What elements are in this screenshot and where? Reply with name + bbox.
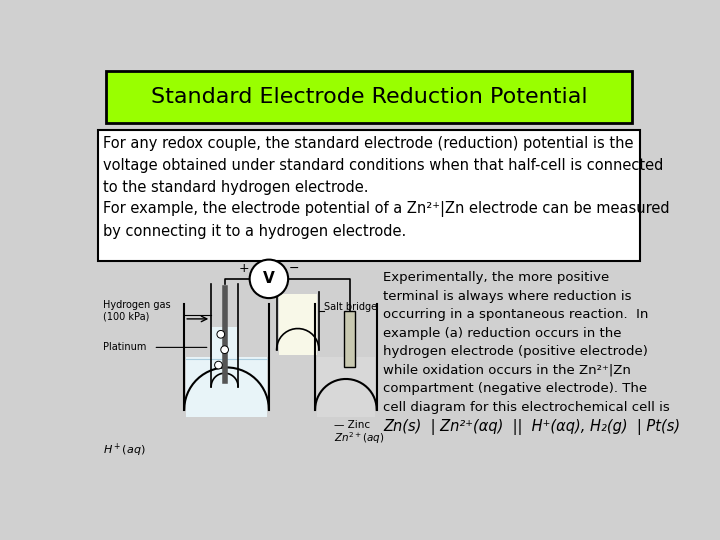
Text: $H^+(aq)$: $H^+(aq)$ xyxy=(104,442,146,460)
Circle shape xyxy=(217,330,225,338)
Text: V: V xyxy=(263,272,275,286)
FancyBboxPatch shape xyxy=(344,311,355,367)
Text: Experimentally, the more positive
terminal is always where reduction is
occurrin: Experimentally, the more positive termin… xyxy=(383,271,670,414)
FancyBboxPatch shape xyxy=(92,65,647,481)
Text: −: − xyxy=(289,261,300,274)
Text: Zn(s)  | Zn²⁺(αq)  ||  H⁺(αq), H₂(g)  | Pt(s): Zn(s) | Zn²⁺(αq) || H⁺(αq), H₂(g) | Pt(s… xyxy=(383,419,680,435)
FancyBboxPatch shape xyxy=(212,327,238,381)
FancyBboxPatch shape xyxy=(317,357,375,417)
Text: $Zn^{2+}(aq)$: $Zn^{2+}(aq)$ xyxy=(334,430,384,446)
Circle shape xyxy=(250,260,288,298)
FancyBboxPatch shape xyxy=(98,130,640,261)
Text: Salt bridge: Salt bridge xyxy=(324,302,377,312)
Text: Standard Electrode Reduction Potential: Standard Electrode Reduction Potential xyxy=(150,87,588,107)
Text: +: + xyxy=(238,261,249,274)
FancyBboxPatch shape xyxy=(186,357,267,417)
FancyBboxPatch shape xyxy=(106,71,632,123)
Text: For any redox couple, the standard electrode (reduction) potential is the
voltag: For any redox couple, the standard elect… xyxy=(102,137,669,239)
Text: Hydrogen gas
(100 kPa): Hydrogen gas (100 kPa) xyxy=(104,300,171,321)
Circle shape xyxy=(215,361,222,369)
Circle shape xyxy=(221,346,228,354)
Text: Platinum: Platinum xyxy=(104,342,147,353)
Text: — Zinc: — Zinc xyxy=(334,420,371,430)
FancyBboxPatch shape xyxy=(279,294,317,355)
